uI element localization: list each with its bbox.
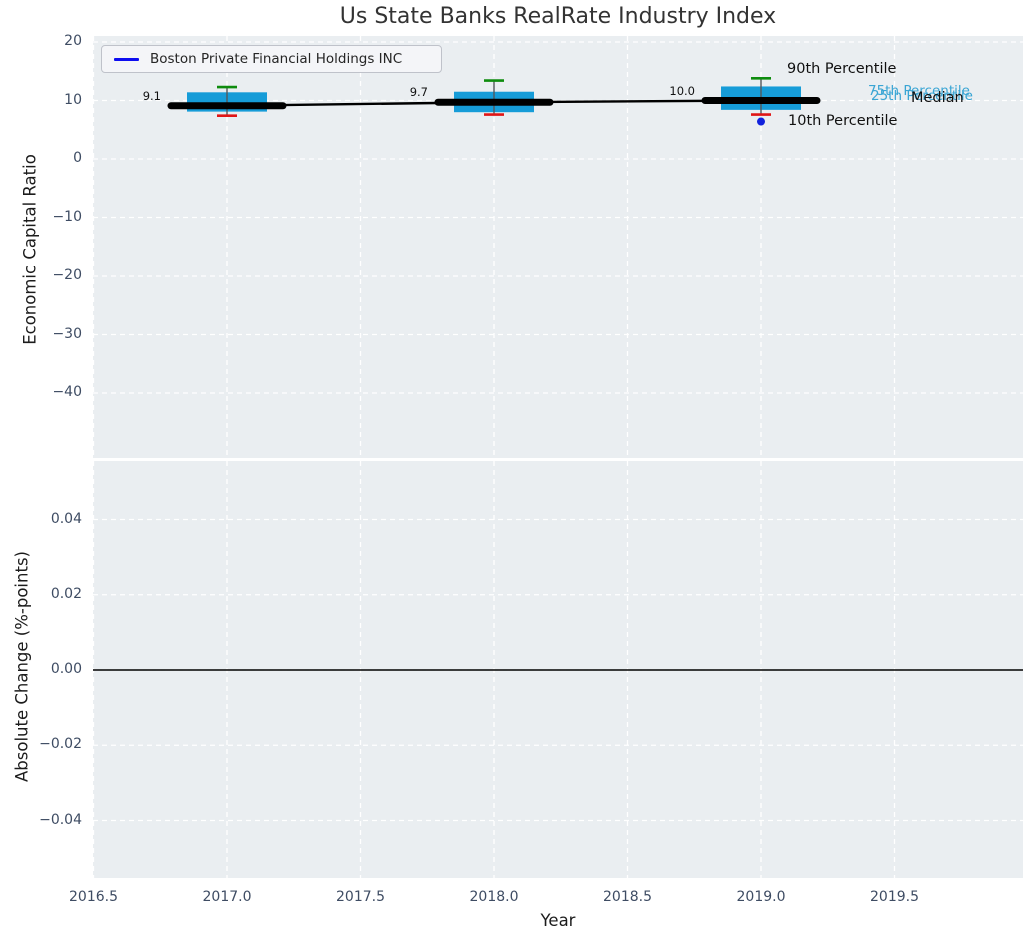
top-y-tick-label: −10 bbox=[52, 208, 82, 225]
annotation-75th-percentile: 75th Percentile bbox=[868, 83, 970, 99]
top-y-tick-label: 10 bbox=[64, 91, 82, 108]
annotation-10th-percentile: 10th Percentile bbox=[788, 113, 898, 129]
x-tick-label: 2019.5 bbox=[870, 889, 919, 905]
annotation-90th-percentile: 90th Percentile bbox=[787, 61, 897, 77]
company-point bbox=[757, 117, 765, 126]
x-tick-label: 2018.5 bbox=[603, 889, 652, 905]
bottom-y-tick-label: 0.00 bbox=[50, 661, 82, 677]
x-tick-label: 2018.0 bbox=[469, 889, 519, 905]
top-y-tick-label: −40 bbox=[52, 384, 82, 400]
x-tick-label: 2017.5 bbox=[336, 889, 385, 905]
bottom-y-tick-label: 0.02 bbox=[50, 585, 82, 602]
bottom-y-tick-label: 0.04 bbox=[50, 510, 82, 527]
legend-line-swatch bbox=[114, 57, 139, 61]
median-value-label-2019: 10.0 bbox=[669, 83, 695, 98]
top-y-tick-label: 20 bbox=[64, 33, 82, 49]
x-tick-label: 2016.5 bbox=[69, 889, 118, 905]
x-tick-label: 2019.0 bbox=[736, 889, 786, 905]
x-axis-label: Year bbox=[540, 911, 576, 930]
bottom-y-tick-label: −0.04 bbox=[39, 811, 82, 828]
top-y-tick-label: −20 bbox=[52, 267, 82, 283]
median-value-label-2018: 9.7 bbox=[409, 85, 428, 100]
median-value-label-2017: 9.1 bbox=[142, 88, 161, 103]
x-tick-label: 2017.0 bbox=[202, 889, 252, 905]
legend: Boston Private Financial Holdings INC bbox=[101, 45, 442, 73]
top-y-tick-label: 0 bbox=[73, 150, 82, 166]
annotation-25th-percentile: 25th Percentile bbox=[871, 88, 973, 104]
chart-title: Us State Banks RealRate Industry Index bbox=[339, 4, 777, 29]
legend-label: Boston Private Financial Holdings INC bbox=[150, 51, 403, 67]
annotation-median: Median bbox=[911, 90, 964, 106]
bottom-y-tick-label: −0.02 bbox=[39, 736, 82, 753]
top-y-tick-label: −30 bbox=[52, 325, 82, 342]
